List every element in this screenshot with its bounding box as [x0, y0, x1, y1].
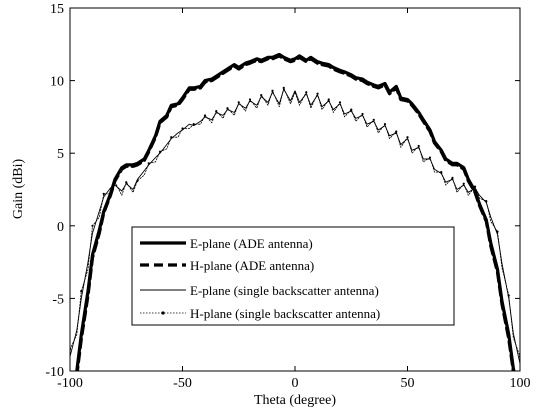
series-point-3: [91, 224, 94, 227]
legend: E-plane (ADE antenna) H-plane (ADE antenn…: [131, 226, 455, 326]
series-point-3: [305, 91, 308, 94]
x-tick-label: 50: [401, 376, 415, 391]
series-point-3: [327, 98, 330, 101]
series-point-3: [451, 176, 454, 179]
series-point-3: [80, 290, 83, 293]
series-point-3: [147, 162, 150, 165]
series-point-3: [507, 294, 510, 297]
series-point-3: [181, 127, 184, 130]
y-tick-label: 0: [57, 220, 64, 235]
series-point-3: [248, 98, 252, 101]
series-point-3: [237, 101, 240, 104]
x-tick-label: -50: [173, 376, 192, 391]
series-point-3: [372, 118, 375, 121]
series-point-3: [170, 136, 173, 139]
y-tick-label: 15: [50, 2, 64, 17]
x-tick-label: 0: [292, 376, 299, 391]
series-point-3: [338, 101, 342, 104]
series-point-3: [125, 181, 128, 184]
series-point-3: [158, 150, 162, 153]
series-point-3: [102, 192, 105, 195]
y-tick-label: -10: [45, 365, 64, 380]
legend-label-1: H-plane (ADE antenna): [190, 258, 314, 273]
series-point-3: [260, 94, 263, 97]
y-tick-label: -5: [52, 292, 64, 307]
series-point-3: [462, 182, 465, 185]
series-point-3: [417, 144, 420, 148]
series-point-3: [282, 86, 285, 89]
series-point-3: [428, 156, 432, 159]
series-point-3: [226, 107, 229, 110]
series-point-3: [496, 230, 499, 233]
y-tick-label: 10: [50, 75, 64, 90]
series-line-2: [70, 88, 520, 365]
series-point-3: [203, 114, 207, 117]
legend-label-0: E-plane (ADE antenna): [190, 236, 313, 251]
series-point-3: [440, 170, 443, 174]
series-point-3: [316, 92, 319, 95]
series-layer: [70, 52, 520, 371]
legend-marker-3: [161, 311, 165, 315]
legend-label-2: E-plane (single backscatter antenna): [190, 283, 379, 298]
series-point-3: [136, 179, 139, 182]
series-point-3: [215, 109, 218, 113]
series-point-3: [485, 200, 488, 203]
x-tick-label: 100: [510, 376, 531, 391]
series-point-3: [271, 89, 274, 92]
series-point-3: [406, 136, 409, 139]
series-point-3: [293, 91, 297, 94]
series-line-1: [75, 54, 515, 371]
x-axis-label: Theta (degree): [254, 393, 336, 408]
x-tick-label: -100: [57, 376, 83, 391]
series-point-3: [350, 108, 353, 111]
series-point-3: [383, 123, 387, 126]
series-line-3: [70, 87, 520, 357]
y-tick-label: 5: [57, 147, 64, 162]
series-point-3: [395, 130, 398, 133]
series-point-3: [192, 123, 195, 126]
series-point-3: [361, 112, 364, 116]
y-axis-label: Gain (dBi): [11, 159, 26, 220]
legend-label-3: H-plane (single backscatter antenna): [190, 306, 380, 321]
